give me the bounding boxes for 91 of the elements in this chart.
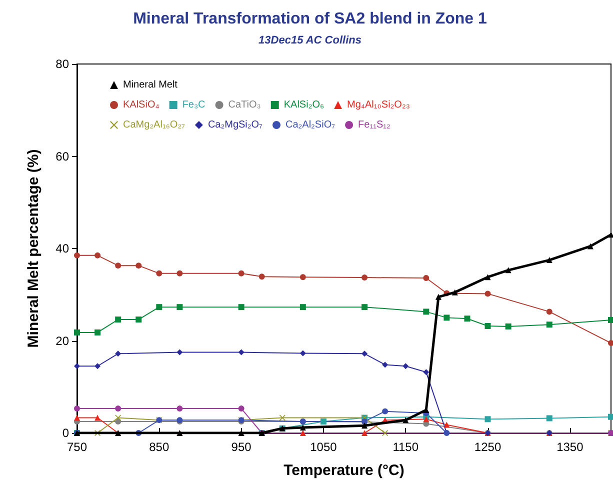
point xyxy=(74,363,80,370)
point xyxy=(423,275,430,282)
point xyxy=(444,422,450,428)
x-tick-label: 750 xyxy=(66,440,88,454)
x-axis-title: Temperature (°C) xyxy=(284,462,404,479)
point xyxy=(238,304,244,310)
legend-label: CaMg₂Al₁₆O₂₇ xyxy=(123,120,186,130)
point xyxy=(300,274,306,280)
point xyxy=(402,417,409,424)
point xyxy=(362,274,368,281)
point xyxy=(546,308,552,315)
point xyxy=(300,350,306,356)
point xyxy=(546,415,552,422)
point xyxy=(94,252,101,258)
point xyxy=(74,414,80,421)
point xyxy=(115,316,122,323)
point xyxy=(74,406,80,412)
point xyxy=(608,414,613,420)
point xyxy=(136,262,142,269)
y-tick-label: 60 xyxy=(56,149,70,164)
point xyxy=(74,252,80,258)
point xyxy=(608,340,613,346)
legend-label: CaTiO₃ xyxy=(228,100,261,110)
y-axis-title: Mineral Melt percentage (%) xyxy=(25,149,42,348)
point xyxy=(136,316,142,323)
point xyxy=(362,430,368,436)
x-tick-label: 1150 xyxy=(392,440,419,454)
legend-label: KAlSiO₄ xyxy=(123,100,160,110)
point xyxy=(362,304,368,310)
x-tick-label: 950 xyxy=(231,440,252,454)
point xyxy=(300,430,306,436)
point xyxy=(423,369,430,376)
point xyxy=(546,322,552,328)
point xyxy=(608,316,613,323)
point xyxy=(382,408,388,414)
legend-label: Mg₄Al₁₀Si₂O₂₃ xyxy=(347,100,410,110)
legend-label: Fe₃C xyxy=(182,100,206,110)
point xyxy=(484,290,491,297)
point xyxy=(362,350,368,357)
point xyxy=(423,416,430,422)
point xyxy=(444,314,450,321)
point xyxy=(94,414,101,421)
point xyxy=(484,416,491,422)
x-tick-label: 850 xyxy=(149,440,170,454)
point xyxy=(452,289,458,296)
point xyxy=(176,349,183,356)
legend-label: Mineral Melt xyxy=(123,80,178,90)
point xyxy=(587,243,594,250)
point xyxy=(94,363,101,370)
point xyxy=(176,304,183,310)
point xyxy=(435,294,442,300)
point xyxy=(115,350,122,357)
point xyxy=(382,430,388,436)
point xyxy=(156,304,162,310)
y-tick-label: 20 xyxy=(56,334,70,348)
x-tick-label: 1050 xyxy=(310,440,338,454)
point xyxy=(300,424,306,430)
point xyxy=(115,262,122,269)
point xyxy=(362,422,368,429)
legend-label: Ca₂Al₂SiO₇ xyxy=(286,120,336,130)
point xyxy=(402,363,409,370)
point xyxy=(546,257,552,264)
point xyxy=(258,274,265,280)
legend-label: Fe₁₁S₁₂ xyxy=(358,120,391,130)
x-tick-label: 1350 xyxy=(556,440,584,454)
point xyxy=(238,406,244,412)
y-tick-label: 80 xyxy=(56,57,70,71)
point xyxy=(176,270,183,276)
chart-title: Mineral Transformation of SA2 blend in Zone 1 xyxy=(133,10,488,28)
point xyxy=(94,329,101,336)
y-tick-label: 40 xyxy=(56,242,70,256)
point xyxy=(484,322,491,329)
point xyxy=(300,304,306,310)
chart-subtitle: 13Dec15 AC Collins xyxy=(258,34,362,46)
point xyxy=(176,406,183,412)
point xyxy=(423,308,430,315)
point xyxy=(505,323,512,330)
point xyxy=(505,267,512,274)
legend-label: Ca₂MgSi₂O₇ xyxy=(208,120,264,130)
point xyxy=(115,406,122,412)
point xyxy=(320,418,326,424)
point xyxy=(238,270,244,276)
point xyxy=(484,274,491,280)
point xyxy=(464,316,470,322)
point xyxy=(382,362,388,368)
point xyxy=(74,329,80,336)
x-tick-label: 1250 xyxy=(474,440,502,454)
point xyxy=(238,349,244,356)
point xyxy=(156,270,162,276)
legend-label: KAlSi₂O₆ xyxy=(284,100,324,110)
y-tick-label: 0 xyxy=(62,426,70,440)
